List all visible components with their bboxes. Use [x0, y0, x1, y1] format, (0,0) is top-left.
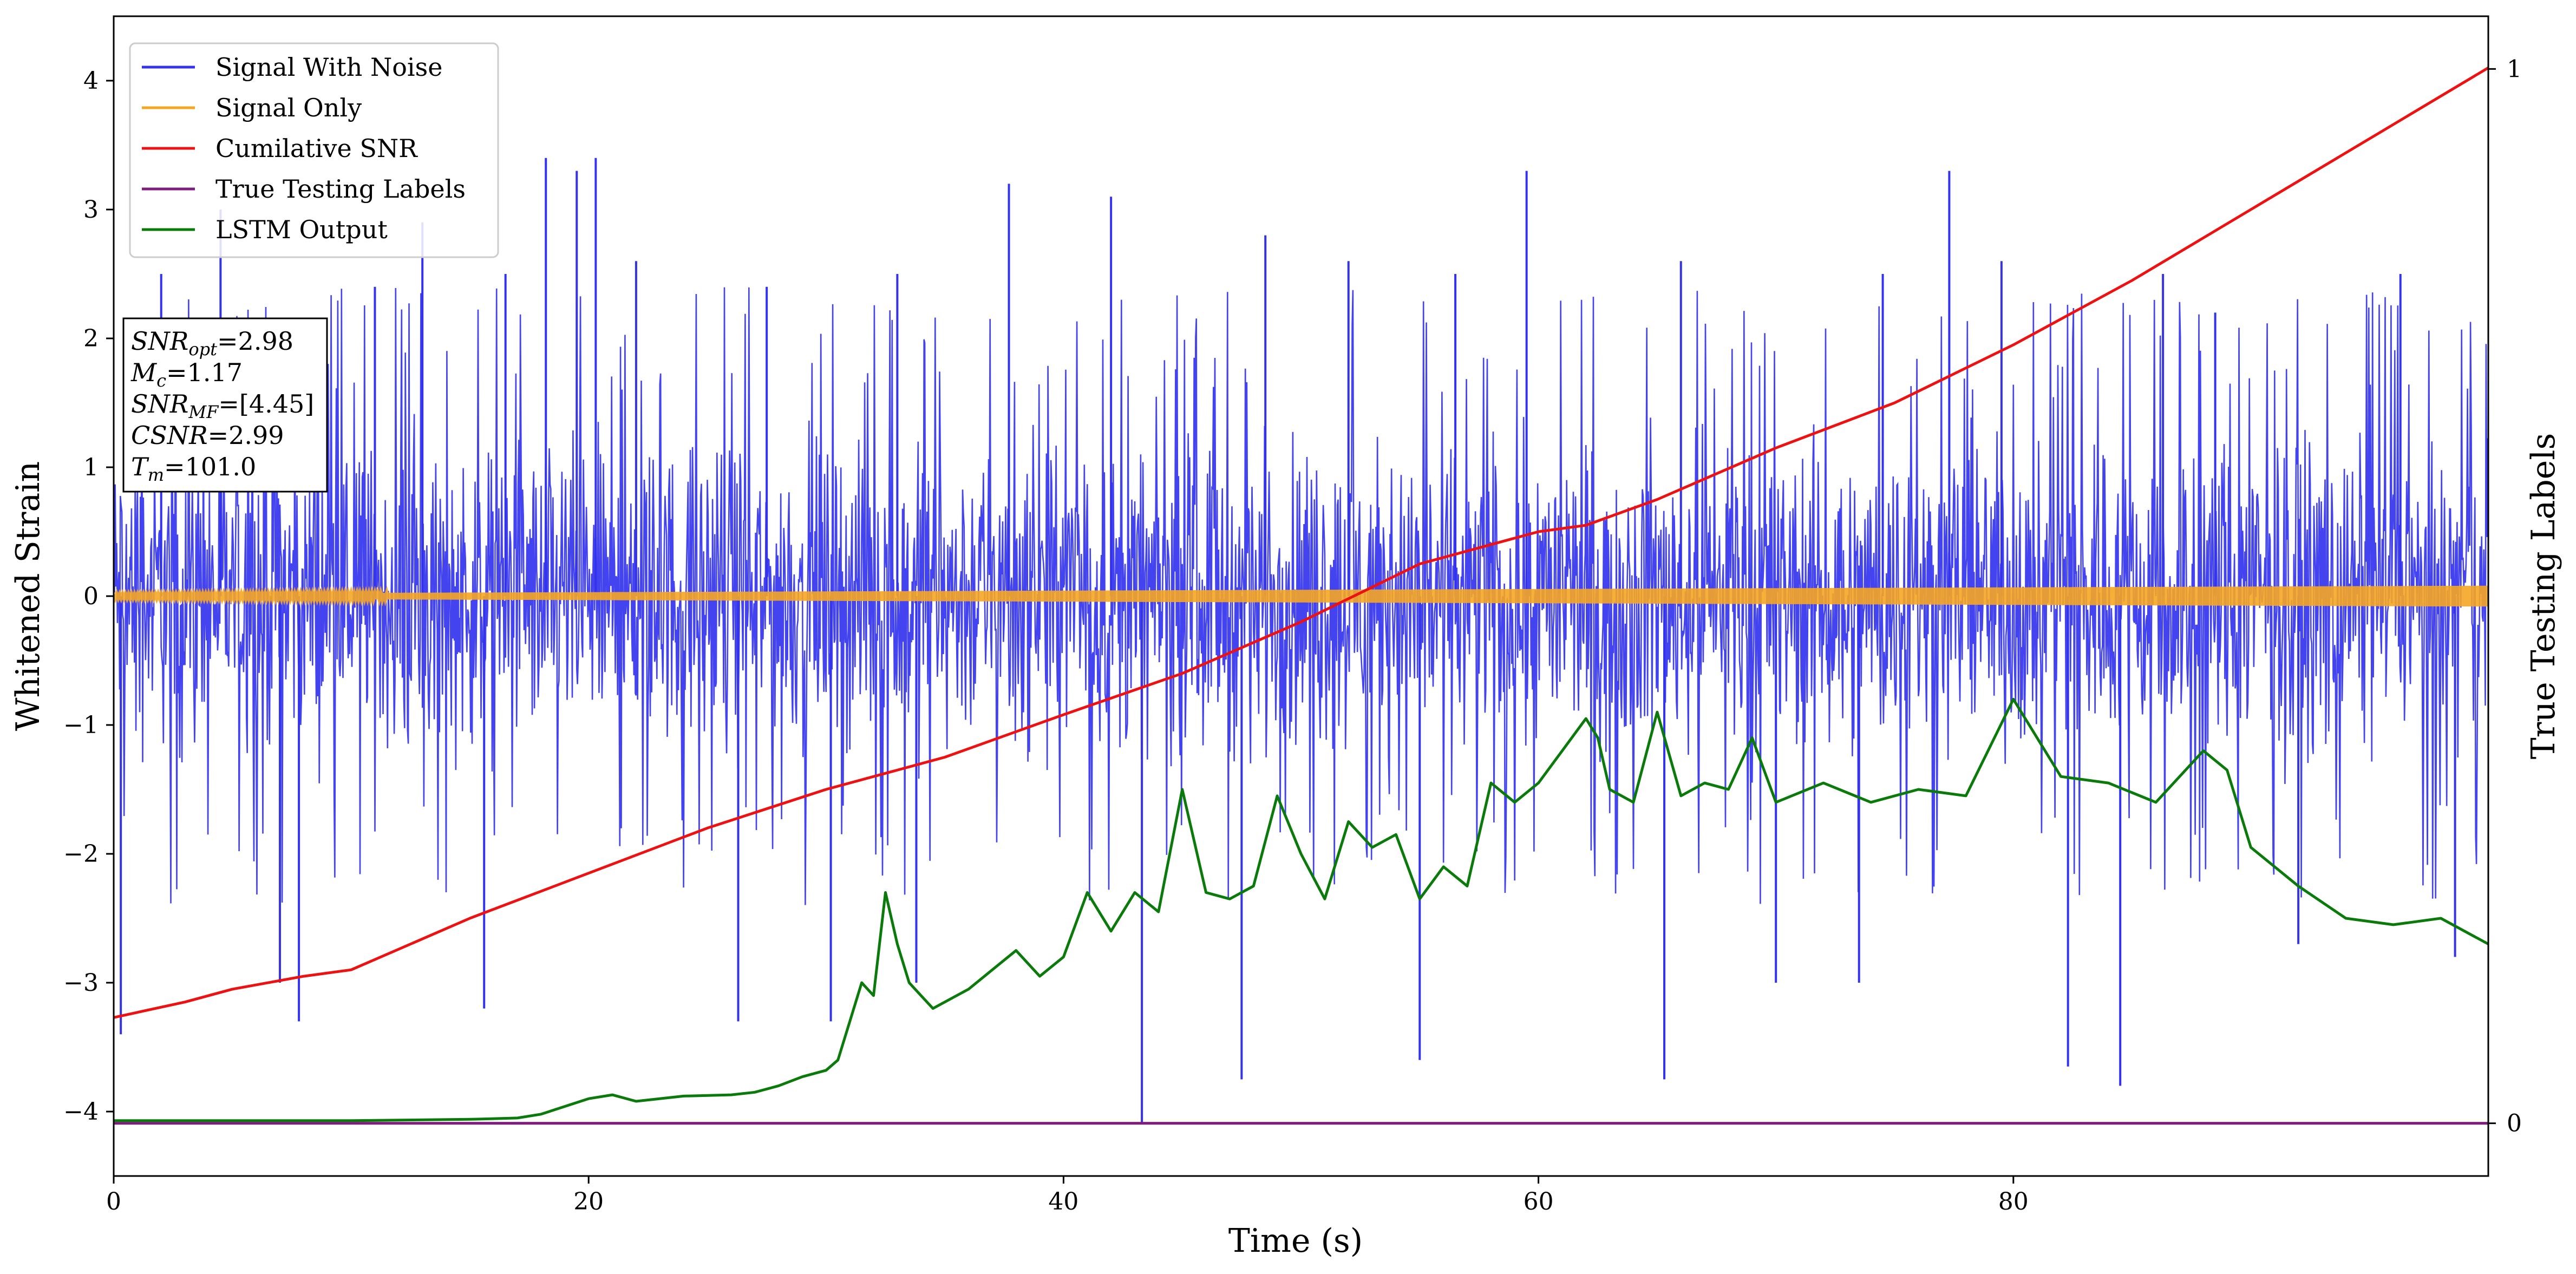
- y-tick-label: 0: [83, 583, 99, 610]
- y-tick-label: 4: [83, 67, 99, 95]
- noise-peaks: [120, 158, 2456, 1125]
- plot-area: [114, 67, 2488, 1125]
- legend-entry: LSTM Output: [215, 215, 388, 244]
- annotation-box: SNRopt=2.98Mc=1.17SNRMF=[4.45]CSNR=2.99T…: [122, 317, 328, 493]
- y-axis-left: −4 −3 −2 −1 0 1 2 3 4: [63, 67, 114, 1126]
- legend: Signal With Noise Signal Only Cumilative S…: [129, 42, 499, 258]
- annotation-frame: [122, 317, 328, 493]
- legend-entry: Signal With Noise: [215, 53, 442, 82]
- series-cumilative-snr: [114, 67, 2488, 1019]
- y-tick-label: −2: [63, 840, 99, 868]
- y-tick-label: 3: [83, 196, 99, 224]
- legend-frame: [129, 42, 499, 258]
- x-tick-label: 40: [1048, 1188, 1078, 1216]
- x-tick-label: 80: [1998, 1188, 2029, 1216]
- x-tick-label: 0: [106, 1188, 121, 1216]
- annotation-line: SNRopt=2.98: [131, 326, 293, 360]
- y-tick-label: 2: [83, 325, 99, 352]
- legend-entry: True Testing Labels: [215, 174, 466, 204]
- annotation-line: Mc=1.17: [130, 358, 243, 391]
- x-tick-label: 60: [1524, 1188, 1554, 1216]
- y2-tick-label: 1: [2507, 55, 2522, 83]
- x-axis: 0 20 40 60 80: [106, 1176, 2029, 1216]
- y-axis-right: 01: [2488, 55, 2522, 1138]
- x-tick-label: 20: [573, 1188, 604, 1216]
- x-axis-label: Time (s): [1228, 1222, 1363, 1260]
- annotation-line: CSNR=2.99: [131, 421, 284, 450]
- series-signal-only: [114, 585, 2488, 607]
- annotation-line: Tm=101.0: [131, 452, 256, 485]
- y-axis-label: Whitened Strain: [9, 461, 47, 731]
- series-lstm-output: [114, 697, 2488, 1122]
- legend-entry: Signal Only: [215, 93, 362, 122]
- legend-entry: Cumilative SNR: [215, 134, 418, 163]
- y-tick-label: 1: [83, 454, 99, 481]
- y-tick-label: −4: [63, 1098, 99, 1126]
- y2-axis-label: True Testing Labels: [2525, 433, 2562, 760]
- y2-tick-label: 0: [2507, 1110, 2522, 1138]
- y-tick-label: −3: [63, 969, 99, 997]
- annotation-line: SNRMF=[4.45]: [131, 389, 314, 422]
- y-tick-label: −1: [63, 711, 99, 739]
